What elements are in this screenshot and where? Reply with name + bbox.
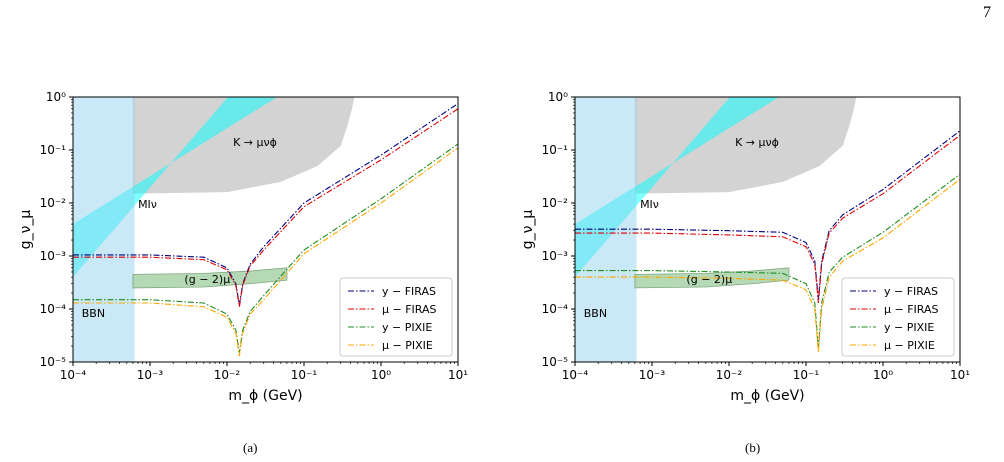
region-label-g2: (g − 2)μ — [686, 273, 732, 286]
legend-box — [339, 277, 453, 357]
y-tick-label: 10⁰ — [46, 90, 66, 104]
region-k-mu-nu-phi — [132, 97, 355, 194]
plot-frame — [72, 96, 459, 363]
legend-label-3: μ − PIXIE — [382, 339, 433, 352]
y-tick-label: 10⁰ — [548, 90, 568, 104]
x-tick-label: 10⁻² — [716, 368, 743, 382]
region-label-bbn: BBN — [584, 307, 607, 320]
region-label-g2: (g − 2)μ — [184, 273, 230, 286]
x-tick-label: 10⁻² — [214, 368, 241, 382]
y-tick-label: 10⁻¹ — [542, 143, 569, 157]
region-g-minus-2 — [132, 267, 288, 289]
x-tick-label: 10⁰ — [371, 368, 391, 382]
y-tick-label: 10⁻³ — [40, 249, 67, 263]
x-tick-label: 10⁻³ — [137, 368, 164, 382]
region-k-mu-nu-phi — [634, 97, 857, 194]
series-line-1 — [575, 134, 960, 304]
y-tick-label: 10⁻⁴ — [542, 302, 569, 316]
legend-label-1: μ − FIRAS — [382, 303, 437, 316]
x-axis-label: m_ϕ (GeV) — [228, 388, 302, 404]
region-bbn — [73, 97, 135, 362]
legend-label-2: y − PIXIE — [884, 321, 934, 334]
series-line-0 — [73, 103, 458, 305]
series-line-3 — [575, 178, 960, 353]
legend-label-0: y − FIRAS — [382, 285, 436, 298]
y-tick-label: 10⁻⁵ — [40, 355, 67, 369]
caption-a: (a) — [243, 440, 258, 455]
legend-label-1: μ − FIRAS — [884, 303, 939, 316]
legend-box — [841, 277, 955, 357]
series-line-3 — [73, 147, 458, 357]
y-axis-label: g_ν_μ — [18, 210, 34, 250]
legend-label-0: y − FIRAS — [884, 285, 938, 298]
y-tick-label: 10⁻¹ — [40, 143, 67, 157]
legend-label-3: μ − PIXIE — [884, 339, 935, 352]
region-label-mi-nu: MIν — [640, 198, 659, 211]
x-tick-label: 10¹ — [950, 368, 970, 382]
y-tick-label: 10⁻² — [40, 196, 67, 210]
series-line-2 — [575, 173, 960, 349]
x-tick-label: 10¹ — [448, 368, 468, 382]
x-tick-label: 10⁰ — [873, 368, 893, 382]
legend-label-2: y − PIXIE — [382, 321, 432, 334]
plot-area — [73, 97, 458, 362]
plot-frame — [574, 96, 961, 363]
x-tick-label: 10⁻¹ — [793, 368, 820, 382]
panel-b: BBN MIν K → μνϕ (g − 2)μ 10⁻⁴ 10⁻³ 10⁻² 10⁻¹ 10⁰… — [502, 0, 1004, 462]
caption-b: (b) — [745, 440, 761, 455]
region-label-k: K → μνϕ — [233, 136, 277, 149]
y-tick-label: 10⁻³ — [542, 249, 569, 263]
region-label-mi-nu: MIν — [138, 198, 157, 211]
chart-b: BBN MIν K → μνϕ (g − 2)μ 10⁻⁴ 10⁻³ 10⁻² 10⁻¹ 10⁰… — [520, 90, 970, 404]
y-axis-label: g_ν_μ — [520, 210, 536, 250]
x-tick-label: 10⁻¹ — [291, 368, 318, 382]
x-tick-label: 10⁻⁴ — [562, 368, 589, 382]
panel-a: BBN MIν K → μνϕ (g − 2)μ 10⁻⁴ 10⁻³ 10⁻² 10⁻¹ 10⁰… — [18, 90, 468, 455]
x-tick-label: 10⁻⁴ — [60, 368, 87, 382]
region-label-k: K → μνϕ — [735, 136, 779, 149]
y-tick-label: 10⁻⁵ — [542, 355, 569, 369]
page-number: 7 — [983, 4, 991, 21]
x-tick-label: 10⁻³ — [639, 368, 666, 382]
plot-area — [575, 97, 960, 362]
chart-a: BBN MIν K → μνϕ (g − 2)μ 10⁻⁴ 10⁻³ 10⁻² 10⁻¹ 10⁰… — [18, 90, 468, 404]
region-label-bbn: BBN — [82, 307, 105, 320]
x-axis-label: m_ϕ (GeV) — [730, 388, 804, 404]
y-tick-label: 10⁻² — [542, 196, 569, 210]
y-tick-label: 10⁻⁴ — [40, 302, 67, 316]
